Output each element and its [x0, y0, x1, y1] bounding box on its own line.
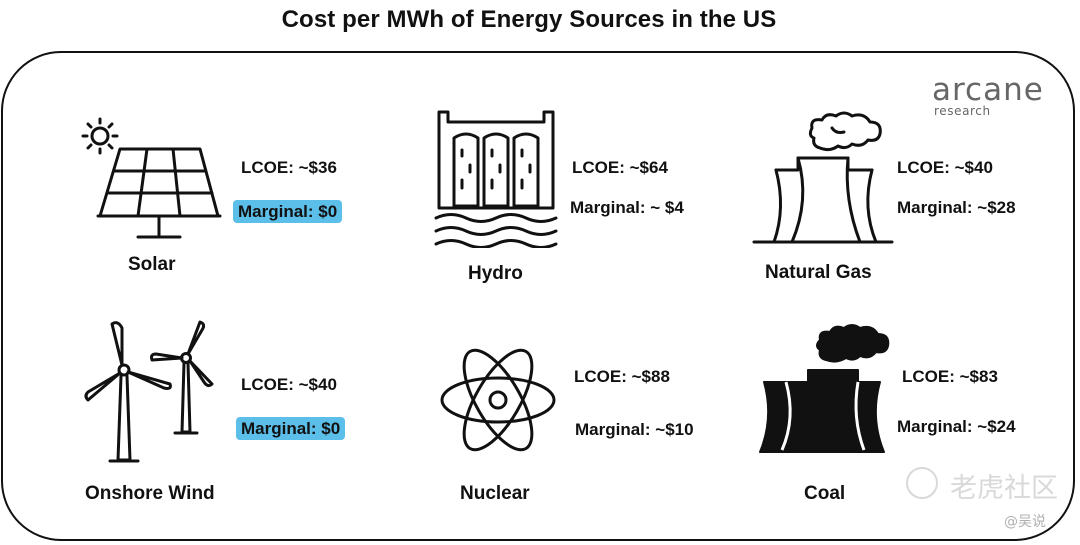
hydro-dam-icon	[434, 110, 558, 248]
atom-icon	[440, 348, 556, 452]
cooling-tower-solid-icon	[759, 324, 890, 453]
coal-lcoe: LCOE: ~$83	[902, 367, 998, 386]
nuclear-marginal: Marginal: ~$10	[575, 420, 694, 439]
wind-turbine-icon	[84, 320, 214, 463]
coal-marginal: Marginal: ~$24	[897, 417, 1016, 436]
solar-panel-icon	[81, 117, 222, 239]
content-frame	[1, 51, 1075, 541]
natural-gas-label: Natural Gas	[765, 262, 872, 283]
solar-marginal: Marginal: $0	[233, 200, 343, 223]
solar-marginal-badge: Marginal: $0	[233, 200, 343, 223]
coal-label: Coal	[804, 483, 846, 504]
nuclear-label: Nuclear	[460, 483, 530, 504]
solar-label: Solar	[128, 254, 176, 275]
brand-logo: arcane	[932, 72, 1044, 108]
cooling-tower-outline-icon	[752, 111, 894, 244]
hydro-marginal: Marginal: ~ $4	[570, 198, 684, 217]
chart-title: Cost per MWh of Energy Sources in the US	[281, 6, 777, 33]
watermark-logo-icon	[906, 467, 938, 499]
onshore-wind-label: Onshore Wind	[85, 483, 215, 504]
nuclear-lcoe: LCOE: ~$88	[574, 367, 670, 386]
watermark-subtext: @吴说	[1004, 514, 1046, 530]
onshore-wind-marginal: Marginal: $0	[236, 417, 346, 440]
onshore-wind-marginal-badge: Marginal: $0	[236, 417, 346, 440]
solar-lcoe: LCOE: ~$36	[241, 158, 337, 177]
hydro-lcoe: LCOE: ~$64	[572, 158, 668, 177]
watermark-text: 老虎社区	[950, 473, 1058, 504]
natural-gas-marginal: Marginal: ~$28	[897, 198, 1016, 217]
natural-gas-lcoe: LCOE: ~$40	[897, 158, 993, 177]
hydro-label: Hydro	[468, 263, 523, 284]
onshore-wind-lcoe: LCOE: ~$40	[241, 375, 337, 394]
brand-logo-subtitle: research	[934, 104, 991, 118]
